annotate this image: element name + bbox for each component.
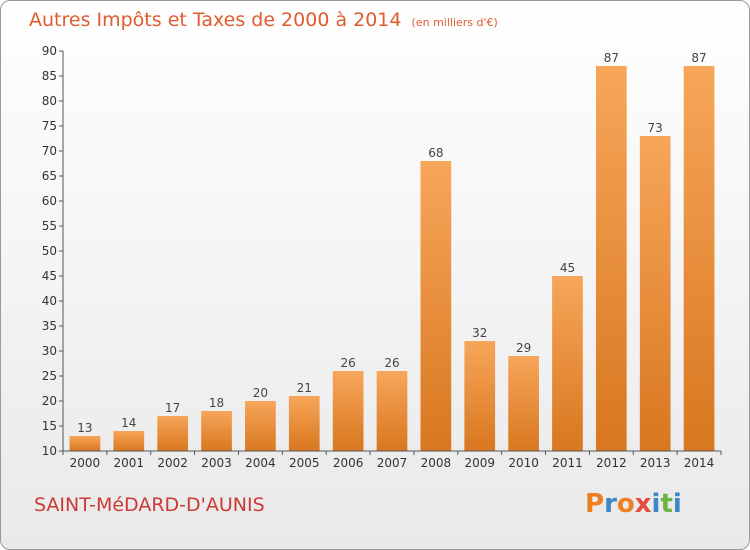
x-tick-label-2010: 2010 xyxy=(508,456,539,470)
logo-letter: o xyxy=(616,489,635,519)
y-tick-label: 70 xyxy=(42,144,57,158)
data-label-2004: 20 xyxy=(253,386,268,400)
bar-2010 xyxy=(508,356,539,451)
y-tick-label: 85 xyxy=(42,69,57,83)
bar-2013 xyxy=(639,136,671,451)
y-tick-label: 80 xyxy=(42,94,57,108)
x-tick-label-2011: 2011 xyxy=(552,456,583,470)
y-tick-label: 20 xyxy=(42,394,57,408)
bar-2006 xyxy=(332,371,364,451)
x-tick-label-2002: 2002 xyxy=(157,456,188,470)
y-tick-label: 75 xyxy=(42,119,57,133)
x-tick-label-2005: 2005 xyxy=(289,456,320,470)
y-tick-label: 50 xyxy=(42,244,57,258)
x-tick-label-2000: 2000 xyxy=(70,456,101,470)
chart-title: Autres Impôts et Taxes de 2000 à 2014 (e… xyxy=(29,9,498,31)
data-label-2006: 26 xyxy=(340,356,355,370)
data-label-2003: 18 xyxy=(209,396,224,410)
bar-2001 xyxy=(113,431,145,451)
x-tick-label-2009: 2009 xyxy=(464,456,495,470)
data-label-2005: 21 xyxy=(297,381,312,395)
logo-letter: x xyxy=(634,489,652,519)
data-label-2010: 29 xyxy=(516,341,531,355)
data-label-2013: 73 xyxy=(648,121,663,135)
data-label-2009: 32 xyxy=(472,326,487,340)
bar-2005 xyxy=(288,396,320,451)
x-tick-label-2014: 2014 xyxy=(684,456,715,470)
x-tick-label-2004: 2004 xyxy=(245,456,276,470)
x-tick-label-2003: 2003 xyxy=(201,456,232,470)
chart-unit: (en milliers d'€) xyxy=(411,16,498,29)
logo-letter: i xyxy=(672,489,682,519)
x-tick-label-2012: 2012 xyxy=(596,456,627,470)
data-label-2012: 87 xyxy=(604,51,619,65)
data-label-2002: 17 xyxy=(165,401,180,415)
bar-2014 xyxy=(683,66,715,451)
logo-letter: t xyxy=(660,489,673,519)
y-tick-label: 25 xyxy=(42,369,57,383)
logo-letter: i xyxy=(651,489,661,519)
y-tick-label: 15 xyxy=(42,419,57,433)
data-label-2014: 87 xyxy=(691,51,706,65)
data-label-2000: 13 xyxy=(77,421,92,435)
y-tick-label: 30 xyxy=(42,344,57,358)
y-tick-label: 45 xyxy=(42,269,57,283)
y-tick-label: 55 xyxy=(42,219,57,233)
proxiti-logo[interactable]: Proxiti xyxy=(585,489,682,519)
bar-2003 xyxy=(201,411,232,451)
y-tick-label: 10 xyxy=(42,444,57,458)
bar-2000 xyxy=(69,436,101,451)
data-label-2011: 45 xyxy=(560,261,575,275)
y-tick-label: 60 xyxy=(42,194,57,208)
x-tick-label-2001: 2001 xyxy=(114,456,145,470)
data-label-2001: 14 xyxy=(121,416,136,430)
y-tick-label: 90 xyxy=(42,44,57,58)
x-axis: 2000 2001 2002 2003 2004 2005 2006 2007 2008 2009… xyxy=(62,450,722,470)
bar-2011 xyxy=(552,276,583,451)
y-tick-label: 35 xyxy=(42,319,57,333)
x-tick-label-2013: 2013 xyxy=(640,456,671,470)
bar-2009 xyxy=(464,341,496,451)
bar-2004 xyxy=(245,401,276,451)
bar-2007 xyxy=(376,371,408,451)
bar-2012 xyxy=(595,66,627,451)
y-tick-label: 40 xyxy=(42,294,57,308)
x-tick-label-2006: 2006 xyxy=(333,456,364,470)
bar-series: 13 14 17 18 20 21 26 26 68 32 29 45 87 73 87 xyxy=(69,51,715,451)
logo-letter: P xyxy=(585,489,605,519)
y-axis: 10 15 20 25 30 35 40 45 50 55 60 65 70 75 80 85 90 xyxy=(42,44,64,458)
chart-title-text: Autres Impôts et Taxes de 2000 à 2014 xyxy=(29,9,402,31)
commune-name: SAINT-MéDARD-D'AUNIS xyxy=(34,494,265,516)
bar-2008 xyxy=(420,161,452,451)
data-label-2007: 26 xyxy=(384,356,399,370)
x-tick-label-2008: 2008 xyxy=(421,456,452,470)
logo-letter: r xyxy=(604,489,617,519)
y-tick-label: 65 xyxy=(42,169,57,183)
x-tick-label-2007: 2007 xyxy=(377,456,408,470)
data-label-2008: 68 xyxy=(428,146,443,160)
bar-2002 xyxy=(157,416,189,451)
